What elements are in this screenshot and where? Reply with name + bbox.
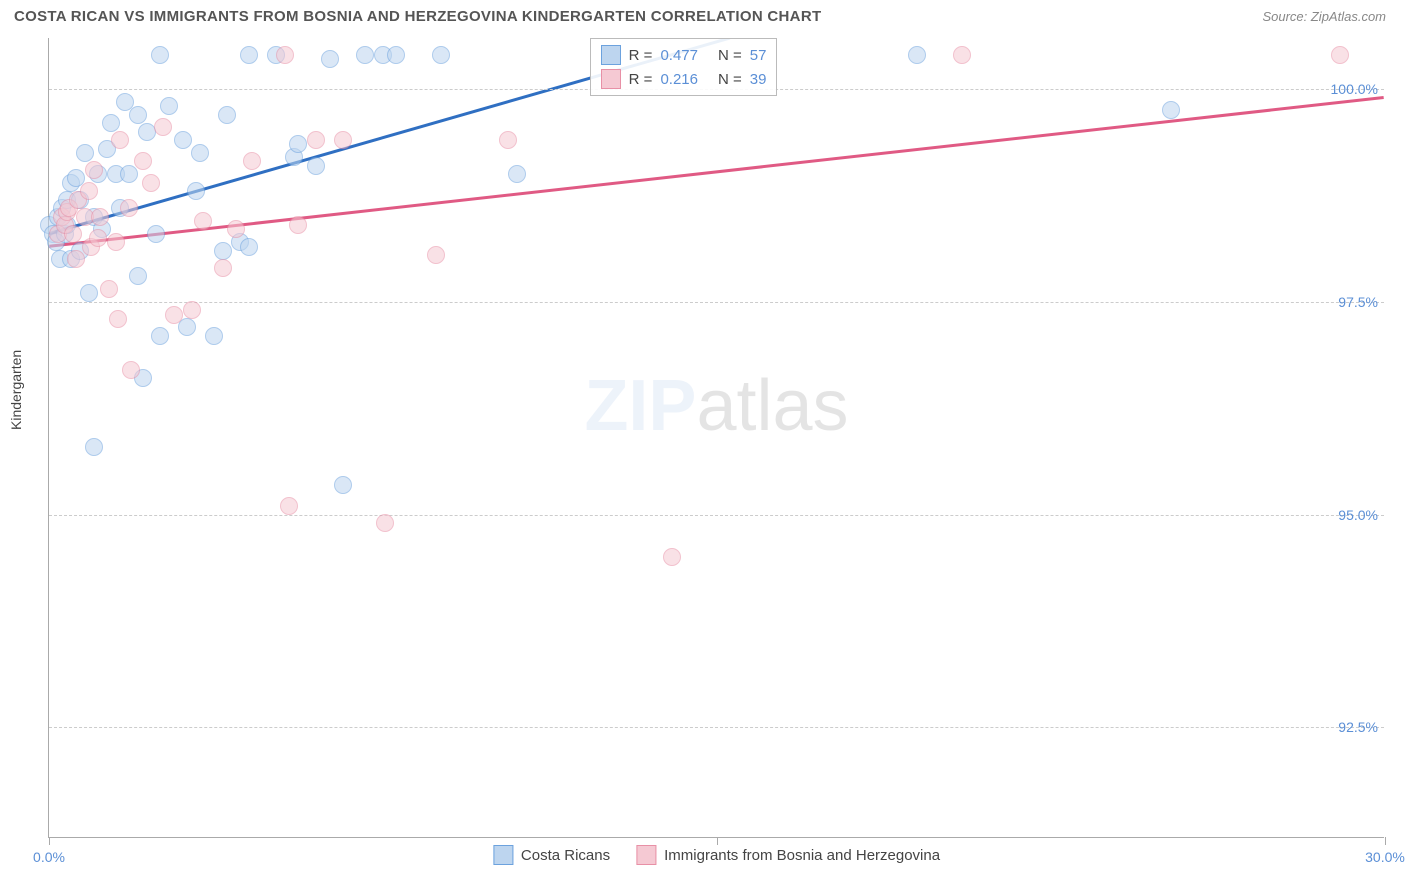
y-tick-label: 95.0%: [1338, 507, 1378, 523]
data-point: [151, 46, 169, 64]
data-point: [107, 233, 125, 251]
r-value: 0.477: [660, 47, 698, 64]
data-point: [289, 135, 307, 153]
data-point: [508, 165, 526, 183]
x-tick-label: 30.0%: [1365, 849, 1405, 865]
data-point: [102, 114, 120, 132]
data-point: [178, 318, 196, 336]
y-axis-label: Kindergarten: [8, 350, 24, 430]
x-tick-label: 0.0%: [33, 849, 65, 865]
legend-item: Costa Ricans: [493, 845, 610, 865]
data-point: [214, 259, 232, 277]
data-point: [214, 242, 232, 260]
x-tick-mark: [717, 837, 718, 845]
gridline: [49, 515, 1384, 516]
data-point: [187, 182, 205, 200]
series-legend: Costa Ricans Immigrants from Bosnia and H…: [493, 845, 940, 865]
data-point: [334, 131, 352, 149]
data-point: [240, 46, 258, 64]
data-point: [663, 548, 681, 566]
gridline: [49, 727, 1384, 728]
data-point: [307, 131, 325, 149]
y-tick-label: 100.0%: [1331, 81, 1378, 97]
legend-swatch: [493, 845, 513, 865]
x-tick-mark: [1385, 837, 1386, 845]
data-point: [154, 118, 172, 136]
data-point: [147, 225, 165, 243]
data-point: [276, 46, 294, 64]
data-point: [100, 280, 118, 298]
data-point: [376, 514, 394, 532]
data-point: [109, 310, 127, 328]
data-point: [142, 174, 160, 192]
data-point: [91, 208, 109, 226]
data-point: [218, 106, 236, 124]
data-point: [194, 212, 212, 230]
legend-item: Immigrants from Bosnia and Herzegovina: [636, 845, 940, 865]
data-point: [80, 284, 98, 302]
data-point: [307, 157, 325, 175]
data-point: [160, 97, 178, 115]
data-point: [205, 327, 223, 345]
stats-legend-row: R = 0.216 N = 39: [601, 67, 767, 91]
legend-swatch: [601, 45, 621, 65]
data-point: [134, 152, 152, 170]
series-name: Costa Ricans: [521, 847, 610, 864]
data-point: [129, 267, 147, 285]
data-point: [64, 225, 82, 243]
data-point: [85, 438, 103, 456]
data-point: [80, 182, 98, 200]
data-point: [111, 131, 129, 149]
data-point: [151, 327, 169, 345]
data-point: [191, 144, 209, 162]
stat-label: N =: [718, 47, 742, 64]
r-value: 0.216: [660, 71, 698, 88]
data-point: [122, 361, 140, 379]
stat-label: R =: [629, 71, 653, 88]
data-point: [129, 106, 147, 124]
n-value: 39: [750, 71, 767, 88]
x-tick-mark: [49, 837, 50, 845]
data-point: [1162, 101, 1180, 119]
data-point: [280, 497, 298, 515]
data-point: [908, 46, 926, 64]
data-point: [227, 220, 245, 238]
chart-title: COSTA RICAN VS IMMIGRANTS FROM BOSNIA AN…: [14, 8, 821, 25]
data-point: [432, 46, 450, 64]
legend-swatch: [636, 845, 656, 865]
data-point: [334, 476, 352, 494]
y-tick-label: 97.5%: [1338, 294, 1378, 310]
stat-label: R =: [629, 47, 653, 64]
data-point: [76, 144, 94, 162]
data-point: [240, 238, 258, 256]
data-point: [67, 250, 85, 268]
data-point: [289, 216, 307, 234]
series-name: Immigrants from Bosnia and Herzegovina: [664, 847, 940, 864]
stats-legend-row: R = 0.477 N = 57: [601, 43, 767, 67]
data-point: [499, 131, 517, 149]
data-point: [85, 161, 103, 179]
stats-legend: R = 0.477 N = 57 R = 0.216 N = 39: [590, 38, 778, 96]
watermark: ZIPatlas: [584, 365, 848, 447]
data-point: [387, 46, 405, 64]
data-point: [165, 306, 183, 324]
source-attribution: Source: ZipAtlas.com: [1262, 9, 1386, 24]
n-value: 57: [750, 47, 767, 64]
data-point: [321, 50, 339, 68]
data-point: [243, 152, 261, 170]
data-point: [1331, 46, 1349, 64]
y-tick-label: 92.5%: [1338, 719, 1378, 735]
gridline: [49, 302, 1384, 303]
scatter-chart: ZIPatlas Costa RicansImmigrants from Bos…: [48, 38, 1384, 838]
data-point: [427, 246, 445, 264]
data-point: [89, 229, 107, 247]
legend-swatch: [601, 69, 621, 89]
stat-label: N =: [718, 71, 742, 88]
data-point: [953, 46, 971, 64]
data-point: [174, 131, 192, 149]
data-point: [356, 46, 374, 64]
data-point: [183, 301, 201, 319]
data-point: [120, 199, 138, 217]
